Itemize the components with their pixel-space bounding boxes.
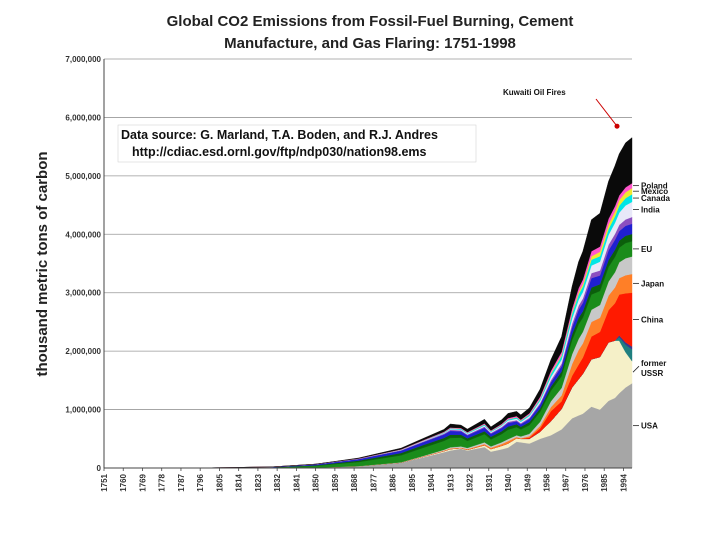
x-tick-label: 1967 bbox=[562, 473, 571, 491]
x-tick-label: 1778 bbox=[158, 473, 167, 491]
y-tick-label: 3,000,000 bbox=[65, 289, 101, 298]
annotation: Kuwaiti Oil Fires bbox=[503, 88, 620, 129]
series-label-usa: USA bbox=[641, 422, 658, 431]
x-tick-label: 1931 bbox=[485, 473, 494, 491]
x-tick-label: 1994 bbox=[619, 473, 628, 491]
x-tick-label: 1805 bbox=[215, 473, 224, 491]
x-tick-label: 1850 bbox=[312, 473, 321, 491]
x-tick-label: 1877 bbox=[369, 473, 378, 491]
x-tick-label: 1823 bbox=[254, 473, 263, 491]
x-tick-label: 1895 bbox=[408, 473, 417, 491]
x-tick-label: 1940 bbox=[504, 473, 513, 491]
y-tick-label: 2,000,000 bbox=[65, 347, 101, 356]
x-tick-label: 1769 bbox=[139, 473, 148, 491]
x-tick-label: 1751 bbox=[100, 473, 109, 491]
y-tick-label: 0 bbox=[97, 464, 102, 473]
x-tick-labels: 1751 1760 1769 1778 1787 1796 1805 1814 1823 1832… bbox=[100, 468, 628, 492]
x-tick-label: 1904 bbox=[427, 473, 436, 491]
y-tick-label: 7,000,000 bbox=[65, 55, 101, 64]
axes bbox=[103, 59, 632, 469]
source-line-1: Data source: G. Marland, T.A. Boden, and… bbox=[121, 128, 438, 142]
annotation-label: Kuwaiti Oil Fires bbox=[503, 88, 566, 97]
y-axis-label: thousand metric tons of carbon bbox=[34, 151, 51, 376]
chart-title-line-2: Manufacture, and Gas Flaring: 1751-1998 bbox=[224, 35, 516, 52]
annotation-arrow bbox=[595, 98, 618, 127]
x-tick-label: 1922 bbox=[466, 473, 475, 491]
x-tick-label: 1868 bbox=[350, 473, 359, 491]
x-tick-label: 1886 bbox=[389, 473, 398, 491]
source-box: Data source: G. Marland, T.A. Boden, and… bbox=[117, 124, 477, 163]
x-tick-label: 1796 bbox=[196, 473, 205, 491]
y-tick-labels: 0 1,000,000 2,000,000 3,000,000 4,000,000 5,0… bbox=[65, 55, 101, 473]
x-tick-label: 1985 bbox=[600, 473, 609, 491]
series-label-former-ussr: USSR bbox=[641, 369, 663, 378]
x-tick-label: 1841 bbox=[292, 473, 301, 491]
x-tick-label: 1958 bbox=[543, 473, 552, 491]
series-label-poland: Poland bbox=[641, 182, 668, 191]
area-rest-of-world bbox=[103, 137, 633, 469]
series-label-mexico: Mexico bbox=[641, 187, 668, 196]
series-label-canada: Canada bbox=[641, 194, 670, 203]
label-pointer-former-ussr bbox=[632, 365, 640, 373]
y-tick-label: 1,000,000 bbox=[65, 406, 101, 415]
series-label-china: China bbox=[641, 316, 664, 325]
x-tick-label: 1859 bbox=[331, 473, 340, 491]
x-tick-label: 1787 bbox=[177, 473, 186, 491]
x-tick-label: 1949 bbox=[523, 473, 532, 491]
source-line-2: http://cdiac.esd.ornl.gov/ftp/ndp030/nat… bbox=[132, 145, 427, 159]
x-tick-label: 1832 bbox=[273, 473, 282, 491]
x-tick-label: 1913 bbox=[446, 473, 455, 491]
gridlines bbox=[104, 58, 632, 469]
y-tick-label: 4,000,000 bbox=[65, 230, 101, 239]
x-tick-label: 1760 bbox=[119, 473, 128, 491]
series-label-former-ussr: former bbox=[641, 359, 666, 368]
annotation-marker bbox=[614, 123, 620, 129]
series-label-india: India bbox=[641, 205, 660, 214]
y-tick-label: 5,000,000 bbox=[65, 172, 101, 181]
series-label-japan: Japan bbox=[641, 279, 664, 288]
chart-title-line-1: Global CO2 Emissions from Fossil-Fuel Bu… bbox=[167, 13, 574, 30]
y-tick-label: 6,000,000 bbox=[65, 113, 101, 122]
x-tick-label: 1814 bbox=[235, 473, 244, 491]
stacked-areas bbox=[103, 137, 633, 469]
x-tick-label: 1976 bbox=[581, 473, 590, 491]
series-label-eu: EU bbox=[641, 245, 652, 254]
